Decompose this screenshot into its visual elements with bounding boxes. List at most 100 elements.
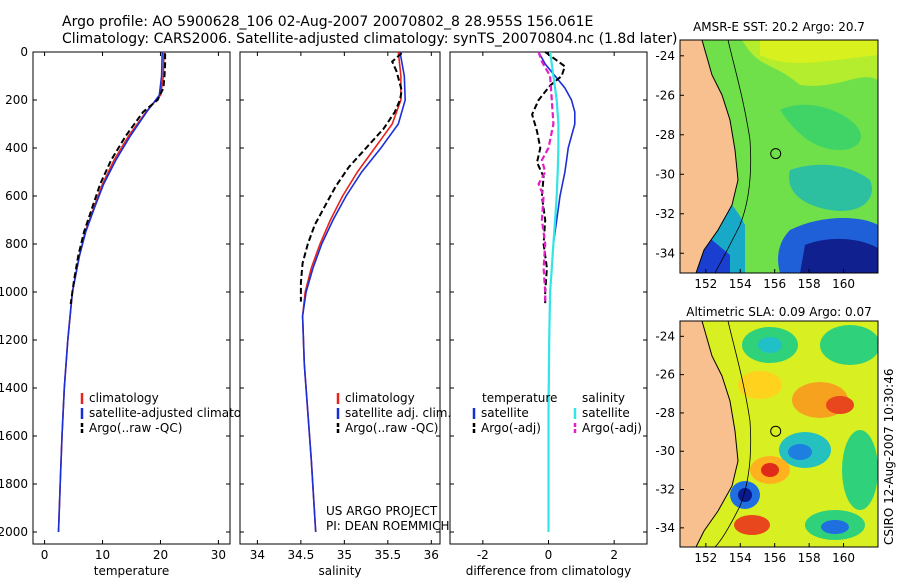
temperature-legend-entry: climatology [89, 391, 159, 405]
sst-coastline [695, 40, 739, 273]
difference-series-line [547, 51, 560, 532]
diff-legend-sal-satellite: satellite [582, 406, 630, 420]
sst_map-xtick-label: 160 [832, 277, 855, 291]
sst-coldest-south [800, 238, 878, 273]
sst_map-ytick-label: -34 [655, 246, 675, 260]
sla-low-1-core [758, 337, 782, 353]
sla_map-xtick-label: 158 [798, 551, 821, 565]
salinity-xtick-label: 34 [250, 548, 265, 562]
temperature-legend-entry: satellite-adjusted climatology [89, 406, 267, 420]
depth-tick-label: 800 [5, 237, 28, 251]
sla_map-ytick-label: -34 [655, 521, 675, 535]
sla-coastline [695, 321, 739, 547]
sla-map-title: Altimetric SLA: 0.09 Argo: 0.07 [686, 305, 871, 319]
sst_map-xtick-label: 154 [729, 277, 752, 291]
sla_map-xtick-label: 152 [694, 551, 717, 565]
sla_map-xtick-label: 156 [763, 551, 786, 565]
project-credit: US ARGO PROJECT [326, 504, 438, 518]
sst-argo-location-marker [770, 148, 782, 160]
diff-legend-salinity-heading: salinity [582, 391, 625, 405]
salinity-series-line [299, 52, 403, 302]
temperature-xtick-label: 30 [211, 548, 226, 562]
salinity-axes-frame [239, 51, 441, 545]
temperature-xtick-label: 0 [41, 548, 49, 562]
difference-panel: -2 0 2 difference from climatology temperatu… [449, 51, 648, 578]
sst_map-ytick-label: -28 [655, 128, 675, 142]
depth-tick-label: 400 [5, 141, 28, 155]
diff-legend-temperature-heading: temperature [482, 391, 557, 405]
sst-map-ticks: 152 154 156 158 160 -24 -26 -28 -30 -32 -34 [655, 49, 855, 291]
temperature-legend-entry: Argo(..raw -QC) [89, 421, 182, 435]
salinity-legend-entry: satellite adj. clim. [345, 406, 451, 420]
sla-argo-location-marker [770, 425, 782, 437]
sla-high-1 [738, 371, 782, 399]
depth-tick-label: 2000 [0, 525, 28, 539]
salinity-xlabel: salinity [318, 564, 361, 578]
sst-cool-patch [789, 164, 872, 211]
depth-tick-label: 1400 [0, 381, 28, 395]
temperature-panel: 0 10 20 30 temperature 0 200 400 600 800 1000 1200 1… [0, 45, 267, 578]
sla_map-xtick-label: 154 [729, 551, 752, 565]
timestamp-stamp: CSIRO 12-Aug-2007 10:30:46 [882, 369, 896, 545]
sst-map: AMSR-E SST: 20.2 Argo: 20.7 152 154 156 158… [655, 20, 879, 291]
sla_map-ytick-label: -24 [655, 329, 675, 343]
sst_map-xtick-label: 152 [694, 277, 717, 291]
salinity-xtick-label: 34.5 [288, 548, 315, 562]
depth-tick-label: 1200 [0, 333, 28, 347]
sst_map-ytick-label: -32 [655, 207, 675, 221]
sla-map: Altimetric SLA: 0.09 Argo: 0.07 152 154 15… [655, 305, 879, 565]
depth-tick-label: 1600 [0, 429, 28, 443]
sst_map-xtick-label: 156 [763, 277, 786, 291]
sla-high-2-core [826, 396, 854, 414]
sla-high-3-core [761, 463, 779, 477]
sla-low-6-core [821, 520, 849, 534]
sla-low-5-core [738, 488, 752, 502]
sst-shelf-contour [714, 40, 752, 273]
diff-legend-temp-satellite: satellite [481, 406, 529, 420]
salinity-series-line [301, 51, 407, 533]
diff-legend-sal-argo: Argo(-adj) [582, 421, 642, 435]
diff-legend-temp-argo: Argo(-adj) [481, 421, 541, 435]
temperature-series-line [69, 53, 167, 305]
temperature-xtick-label: 10 [95, 548, 110, 562]
depth-tick-label: 1800 [0, 477, 28, 491]
sla-high-4 [734, 515, 770, 535]
depth-tick-label: 200 [5, 93, 28, 107]
sla-land [680, 321, 738, 547]
salinity-xtick-label: 35 [337, 548, 352, 562]
difference-xtick-label: 0 [545, 548, 553, 562]
chart-subtitle: Climatology: CARS2006. Satellite-adjuste… [62, 31, 677, 47]
depth-tick-label: 1000 [0, 285, 28, 299]
sla-map-ticks: 152 154 156 158 160 -24 -26 -28 -30 -32 -34 [655, 329, 855, 565]
sla-low-4 [842, 430, 878, 510]
sst-eddy-1 [780, 104, 861, 150]
difference-xlabel: difference from climatology [466, 564, 632, 578]
depth-tick-label: 0 [20, 45, 28, 59]
sst-map-title: AMSR-E SST: 20.2 Argo: 20.7 [693, 20, 865, 34]
sst-warmest-north [760, 40, 878, 63]
pi-credit: PI: DEAN ROEMMICH [326, 519, 449, 533]
depth-tick-label: 600 [5, 189, 28, 203]
salinity-legend-entry: Argo(..raw -QC) [345, 421, 438, 435]
salinity-legend-entry: climatology [345, 391, 415, 405]
sst_map-xtick-label: 158 [798, 277, 821, 291]
sla_map-xtick-label: 160 [832, 551, 855, 565]
chart-title: Argo profile: AO 5900628_106 02-Aug-2007… [62, 14, 593, 30]
difference-series-line [537, 51, 555, 304]
salinity-xtick-label: 35.5 [374, 548, 401, 562]
temperature-xlabel: temperature [94, 564, 169, 578]
sla_map-ytick-label: -28 [655, 406, 675, 420]
sla_map-ytick-label: -26 [655, 368, 675, 382]
temperature-axes-frame [32, 51, 231, 545]
sla_map-ytick-label: -30 [655, 444, 675, 458]
sla_map-ytick-label: -32 [655, 483, 675, 497]
difference-xtick-label: -2 [477, 548, 489, 562]
temperature-xtick-label: 20 [153, 548, 168, 562]
salinity-panel: 34 34.5 35 35.5 36 salinity climatologysatelli… [239, 51, 451, 578]
sst_map-ytick-label: -24 [655, 49, 675, 63]
difference-xtick-label: 2 [610, 548, 618, 562]
sst_map-ytick-label: -30 [655, 167, 675, 181]
sst_map-ytick-label: -26 [655, 88, 675, 102]
sla-map-frame [679, 320, 879, 548]
